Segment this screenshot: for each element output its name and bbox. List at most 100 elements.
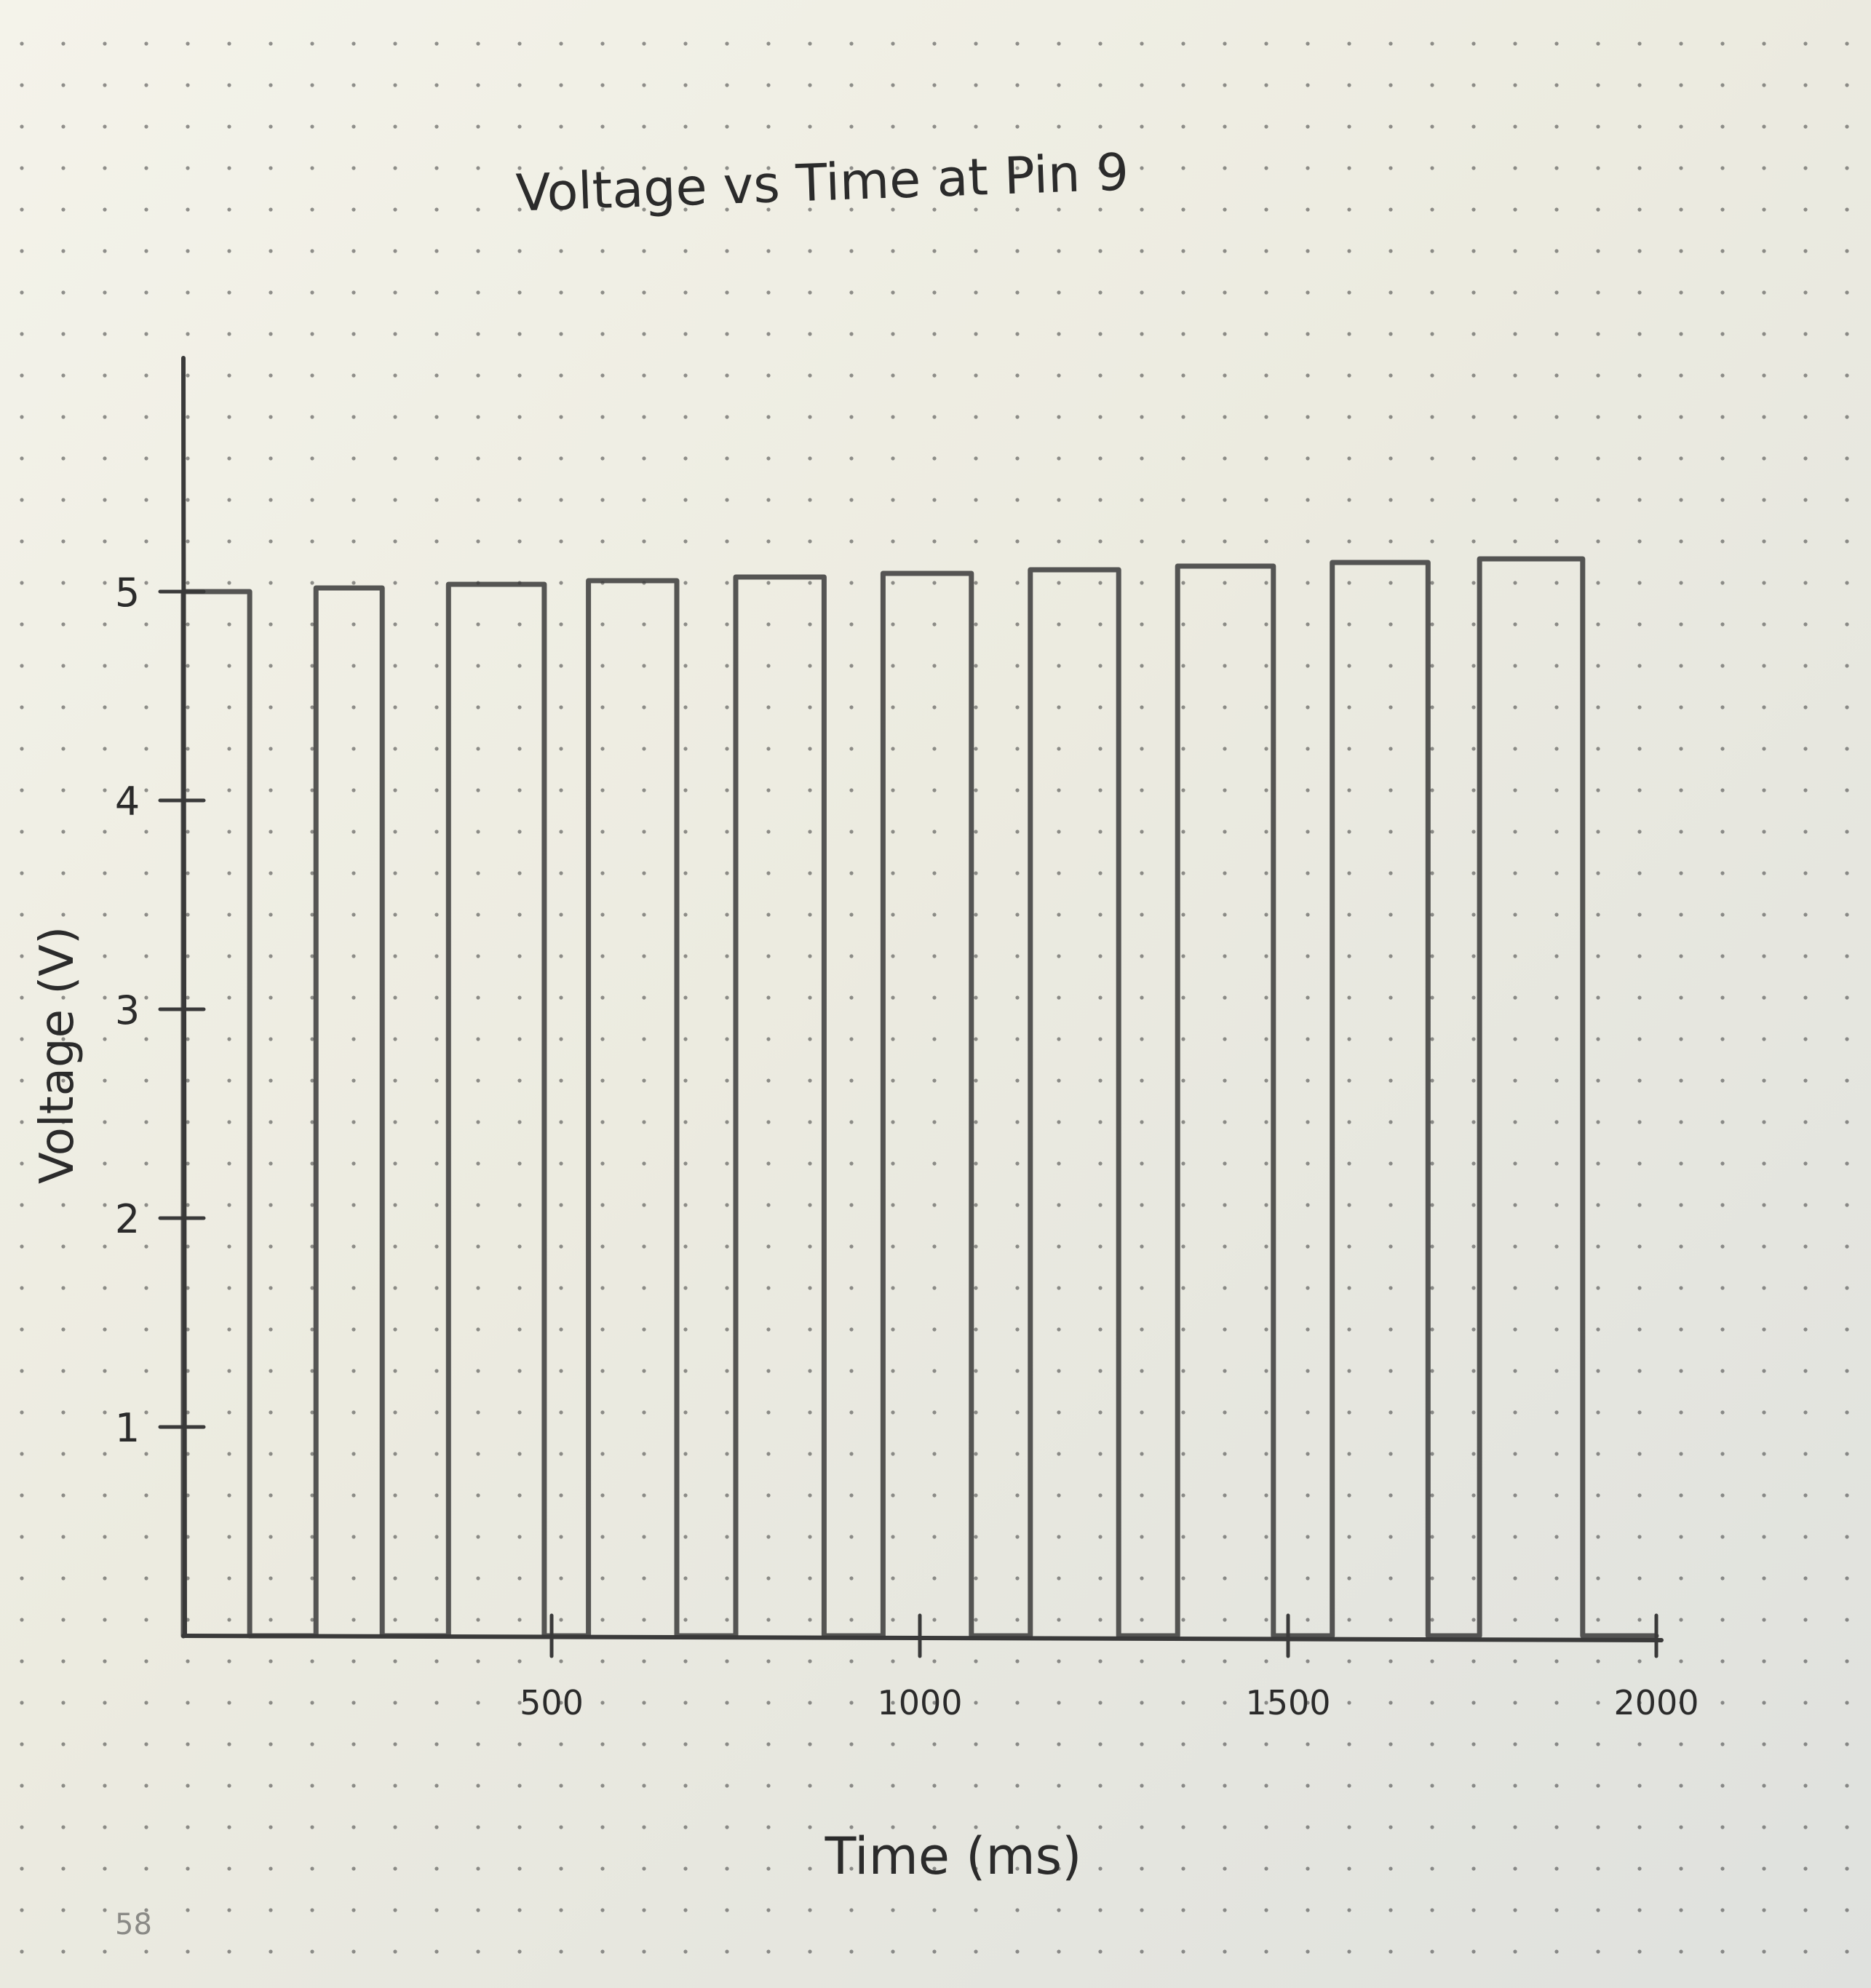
grid-dot [1264, 1784, 1268, 1788]
grid-dot [61, 871, 65, 875]
grid-dot [227, 747, 231, 751]
grid-dot [766, 705, 771, 709]
grid-dot [1803, 664, 1808, 668]
grid-dot [1845, 913, 1849, 917]
grid-dot [393, 1410, 397, 1415]
grid-dot [808, 747, 812, 751]
grid-dot [642, 207, 646, 212]
grid-dot [1389, 1866, 1393, 1871]
grid-dot [1057, 995, 1061, 1000]
grid-dot [766, 1327, 771, 1332]
grid-dot [269, 1369, 273, 1373]
grid-dot [310, 1576, 314, 1581]
grid-dot [891, 415, 895, 419]
grid-dot [227, 1120, 231, 1124]
grid-dot [1057, 581, 1061, 585]
grid-dot [891, 1866, 895, 1871]
grid-dot [227, 1369, 231, 1373]
grid-dot [1223, 1161, 1227, 1166]
grid-dot [1679, 1784, 1683, 1788]
grid-dot [559, 871, 563, 875]
grid-dot [144, 664, 148, 668]
grid-dot [517, 373, 522, 378]
grid-dot [393, 622, 397, 627]
grid-dot [642, 1203, 646, 1207]
grid-dot [186, 1078, 190, 1083]
grid-dot [559, 664, 563, 668]
grid-dot [1057, 124, 1061, 129]
grid-dot [1389, 1410, 1393, 1415]
grid-dot [849, 871, 854, 875]
grid-dot [1098, 830, 1103, 834]
grid-dot [849, 1908, 854, 1912]
grid-dot [849, 1618, 854, 1622]
grid-dot [932, 1410, 937, 1415]
chart-title: Voltage vs Time at Pin 9 [515, 142, 1130, 223]
grid-dot [1430, 913, 1434, 917]
grid-dot [1845, 995, 1849, 1000]
grid-dot [1845, 207, 1849, 212]
grid-dot [61, 1078, 65, 1083]
grid-dot [642, 747, 646, 751]
grid-dot [932, 913, 937, 917]
grid-dot [1306, 166, 1310, 170]
grid-dot [891, 1078, 895, 1083]
grid-dot [1264, 1369, 1268, 1373]
grid-dot [310, 1410, 314, 1415]
grid-dot [1140, 705, 1144, 709]
grid-dot [517, 1825, 522, 1829]
grid-dot [351, 1493, 356, 1498]
grid-dot [1015, 747, 1020, 751]
grid-dot [932, 1908, 937, 1912]
grid-dot [808, 913, 812, 917]
grid-dot [808, 954, 812, 958]
grid-dot [766, 456, 771, 461]
grid-dot [642, 1244, 646, 1249]
grid-dot [1720, 1286, 1725, 1290]
grid-dot [974, 622, 978, 627]
grid-dot [476, 1784, 480, 1788]
grid-dot [932, 249, 937, 253]
grid-dot [1347, 1244, 1351, 1249]
grid-dot [1554, 622, 1559, 627]
grid-dot [144, 1742, 148, 1746]
grid-dot [1015, 1701, 1020, 1705]
grid-dot [144, 1037, 148, 1041]
grid-dot [1596, 207, 1600, 212]
grid-dot [144, 1286, 148, 1290]
grid-dot [1679, 871, 1683, 875]
grid-dot [725, 1825, 729, 1829]
grid-dot [725, 249, 729, 253]
grid-dot [1762, 373, 1766, 378]
grid-dot [725, 1618, 729, 1622]
grid-dot [1554, 41, 1559, 46]
grid-dot [1264, 1493, 1268, 1498]
grid-dot [559, 166, 563, 170]
grid-dot [600, 1618, 605, 1622]
grid-dot [1306, 332, 1310, 336]
grid-dot [932, 1286, 937, 1290]
grid-dot [1845, 1535, 1849, 1539]
grid-dot [227, 1659, 231, 1663]
grid-dot [1720, 1120, 1725, 1124]
grid-dot [269, 1866, 273, 1871]
grid-dot [517, 622, 522, 627]
grid-dot [310, 788, 314, 792]
grid-dot [1679, 166, 1683, 170]
grid-dot [1015, 124, 1020, 129]
grid-dot [1596, 166, 1600, 170]
grid-dot [849, 1452, 854, 1456]
grid-dot [1471, 1161, 1476, 1166]
grid-dot [725, 622, 729, 627]
axes [181, 356, 1664, 1642]
grid-dot [144, 1203, 148, 1207]
grid-dot [269, 373, 273, 378]
grid-dot [186, 871, 190, 875]
grid-dot [1015, 1369, 1020, 1373]
grid-dot [1057, 1244, 1061, 1249]
grid-dot [683, 1037, 688, 1041]
grid-dot [227, 622, 231, 627]
grid-dot [891, 1493, 895, 1498]
grid-dot [1430, 622, 1434, 627]
grid-dot [186, 456, 190, 461]
